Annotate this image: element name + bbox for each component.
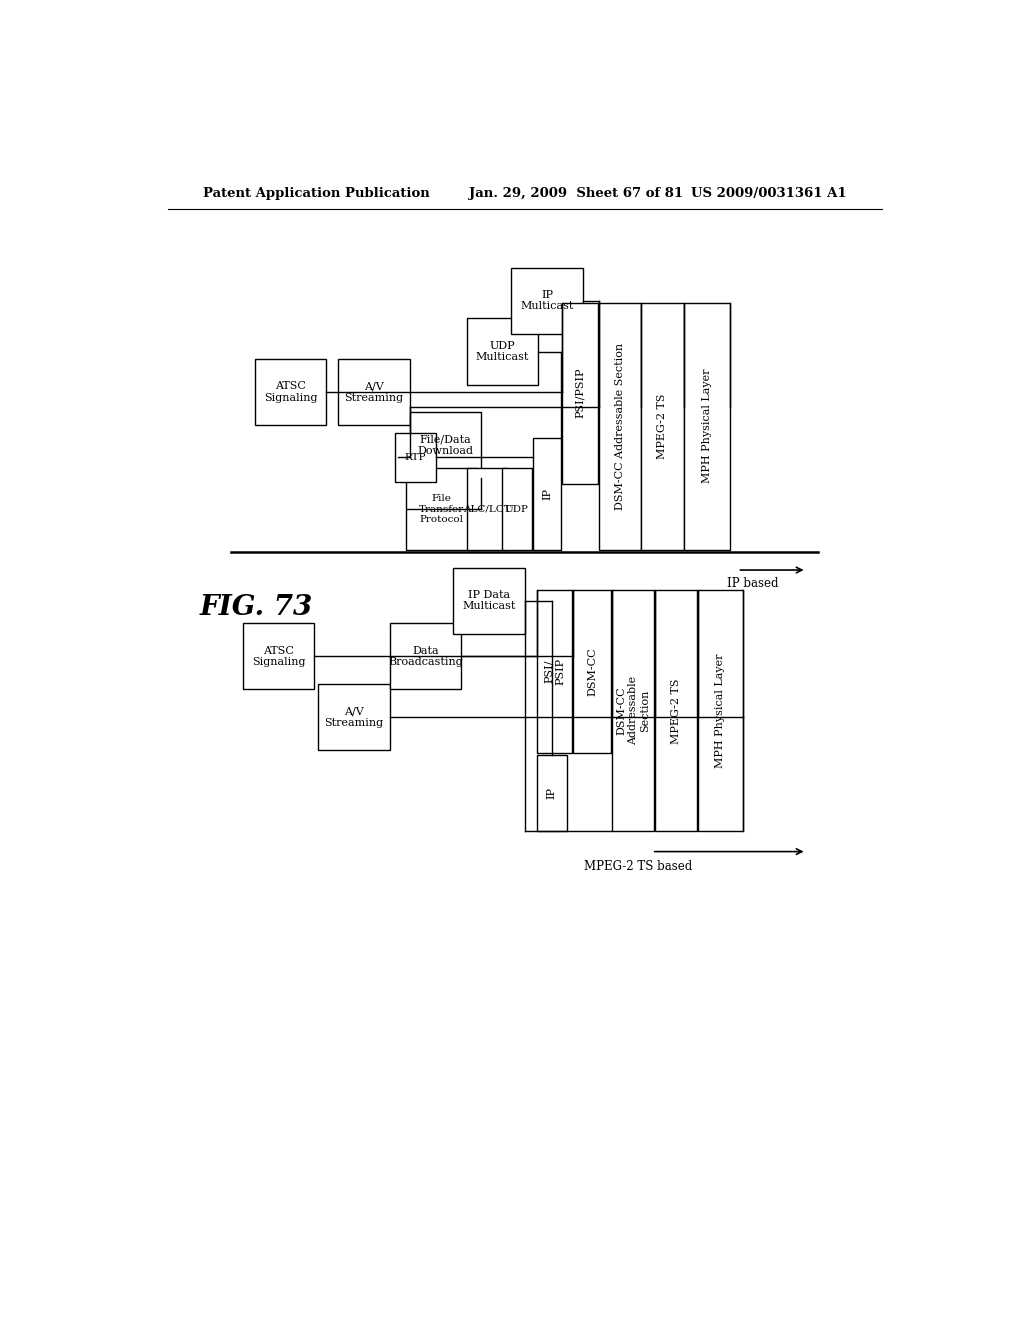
Bar	[454, 568, 524, 634]
Bar	[255, 359, 327, 425]
Text: IP
Multicast: IP Multicast	[520, 290, 573, 312]
Text: Patent Application Publication: Patent Application Publication	[204, 187, 430, 201]
Bar	[390, 623, 462, 689]
Bar	[318, 684, 390, 751]
Bar	[599, 302, 641, 549]
Text: ATSC
Signaling: ATSC Signaling	[252, 645, 305, 667]
Text: PSI/PSIP: PSI/PSIP	[574, 368, 585, 418]
Text: A/V
Streaming: A/V Streaming	[344, 381, 403, 403]
Bar	[697, 590, 743, 832]
Text: MPEG-2 TS: MPEG-2 TS	[657, 393, 668, 459]
Text: DSM-CC: DSM-CC	[587, 647, 597, 696]
Bar	[467, 318, 539, 384]
Bar	[511, 268, 583, 334]
Bar	[537, 590, 572, 752]
Text: IP based: IP based	[727, 577, 778, 590]
Text: Jan. 29, 2009  Sheet 67 of 81: Jan. 29, 2009 Sheet 67 of 81	[469, 187, 683, 201]
Text: IP Data
Multicast: IP Data Multicast	[463, 590, 516, 611]
Bar	[394, 433, 436, 482]
Text: UDP: UDP	[505, 504, 528, 513]
Bar	[573, 590, 611, 752]
Text: MPH Physical Layer: MPH Physical Layer	[701, 370, 712, 483]
Text: PSI/
PSIP: PSI/ PSIP	[544, 659, 565, 685]
Text: Data
Broadcasting: Data Broadcasting	[388, 645, 463, 667]
Bar	[502, 469, 531, 549]
Text: DSM-CC
Addressable
Section: DSM-CC Addressable Section	[616, 676, 649, 746]
Bar	[406, 469, 477, 549]
Text: FIG. 73: FIG. 73	[200, 594, 312, 622]
Text: ALC/LCT: ALC/LCT	[463, 504, 511, 513]
Bar	[532, 438, 561, 549]
Text: MPEG-2 TS based: MPEG-2 TS based	[585, 859, 692, 873]
Bar	[537, 755, 567, 832]
Bar	[655, 590, 697, 832]
Text: IP: IP	[542, 488, 552, 500]
Text: UDP
Multicast: UDP Multicast	[476, 341, 529, 362]
Bar	[684, 302, 729, 549]
Bar	[467, 469, 507, 549]
Bar	[562, 302, 598, 483]
Text: A/V
Streaming: A/V Streaming	[325, 706, 384, 729]
Text: IP: IP	[547, 787, 557, 799]
Bar	[410, 412, 481, 478]
Bar	[612, 590, 654, 832]
Text: File/Data
Download: File/Data Download	[418, 434, 473, 455]
Text: US 2009/0031361 A1: US 2009/0031361 A1	[691, 187, 847, 201]
Bar	[338, 359, 410, 425]
Text: MPEG-2 TS: MPEG-2 TS	[671, 678, 681, 743]
Text: DSM-CC Addressable Section: DSM-CC Addressable Section	[614, 343, 625, 510]
Text: MPH Physical Layer: MPH Physical Layer	[716, 653, 725, 768]
Text: File
Transfer
Protocol: File Transfer Protocol	[419, 494, 464, 524]
Bar	[243, 623, 314, 689]
Text: RTP: RTP	[404, 453, 426, 462]
Bar	[641, 302, 684, 549]
Text: ATSC
Signaling: ATSC Signaling	[264, 381, 317, 403]
